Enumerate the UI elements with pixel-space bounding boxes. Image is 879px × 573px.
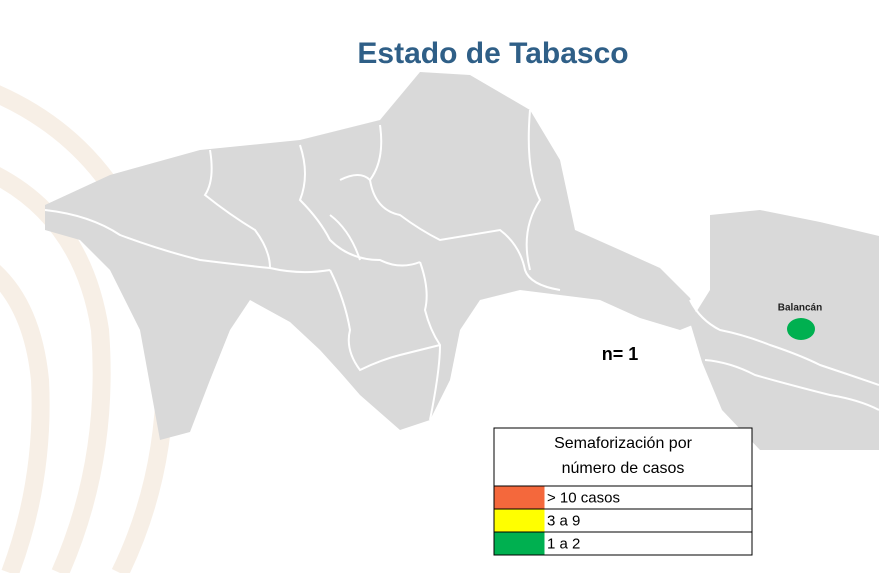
map-title: Estado de Tabasco: [357, 37, 628, 70]
municipal-border: [329, 174, 371, 261]
legend-title: número de casos: [562, 460, 685, 477]
municipal-border: [298, 144, 421, 267]
region-east: [690, 210, 879, 450]
marker-label: Balancán: [778, 303, 822, 314]
legend-label: 3 a 9: [547, 512, 580, 529]
legend-swatch: [494, 509, 545, 532]
watermark-arc: [0, 167, 111, 573]
municipal-border: [419, 261, 442, 421]
watermark-arc: [0, 265, 50, 573]
legend-title: Semaforización por: [554, 435, 693, 452]
state-map: [44, 72, 879, 450]
municipal-border: [704, 359, 879, 411]
municipal-border: [689, 299, 879, 386]
legend: Semaforización por número de casos > 10 …: [493, 427, 753, 556]
legend-label: 1 a 2: [547, 535, 580, 552]
municipality-marker: [787, 318, 815, 340]
legend-label: > 10 casos: [547, 489, 620, 506]
legend-items: > 10 casos 3 a 9 1 a 2: [493, 485, 753, 556]
municipal-border: [44, 209, 331, 274]
count-label: n= 1: [602, 344, 639, 364]
municipal-border: [329, 269, 441, 372]
legend-row: [493, 531, 753, 556]
municipal-border: [203, 149, 271, 269]
legend-swatch: [494, 532, 545, 555]
legend-swatch: [494, 486, 545, 509]
region-main: [45, 72, 700, 440]
municipal-border: [525, 109, 542, 271]
